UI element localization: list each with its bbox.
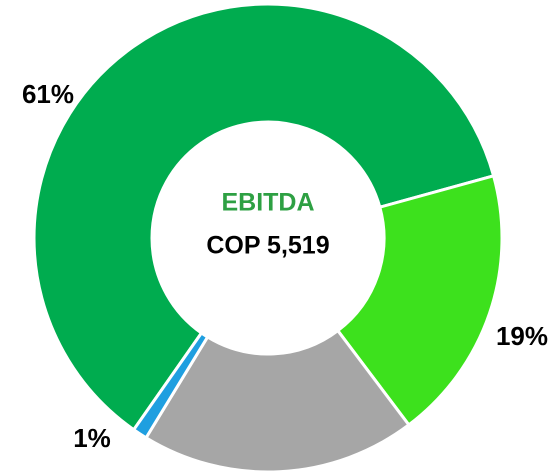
data-label: 61%	[22, 79, 74, 109]
donut-slice	[131, 330, 210, 440]
center-value: COP 5,519	[206, 232, 329, 260]
donut-slice	[144, 328, 411, 474]
donut-slice	[335, 174, 504, 427]
data-label: 1%	[73, 423, 111, 453]
center-title: EBITDA	[221, 189, 314, 217]
slices	[32, 2, 504, 474]
donut-slice	[32, 2, 496, 432]
data-label: 19%	[496, 321, 548, 351]
